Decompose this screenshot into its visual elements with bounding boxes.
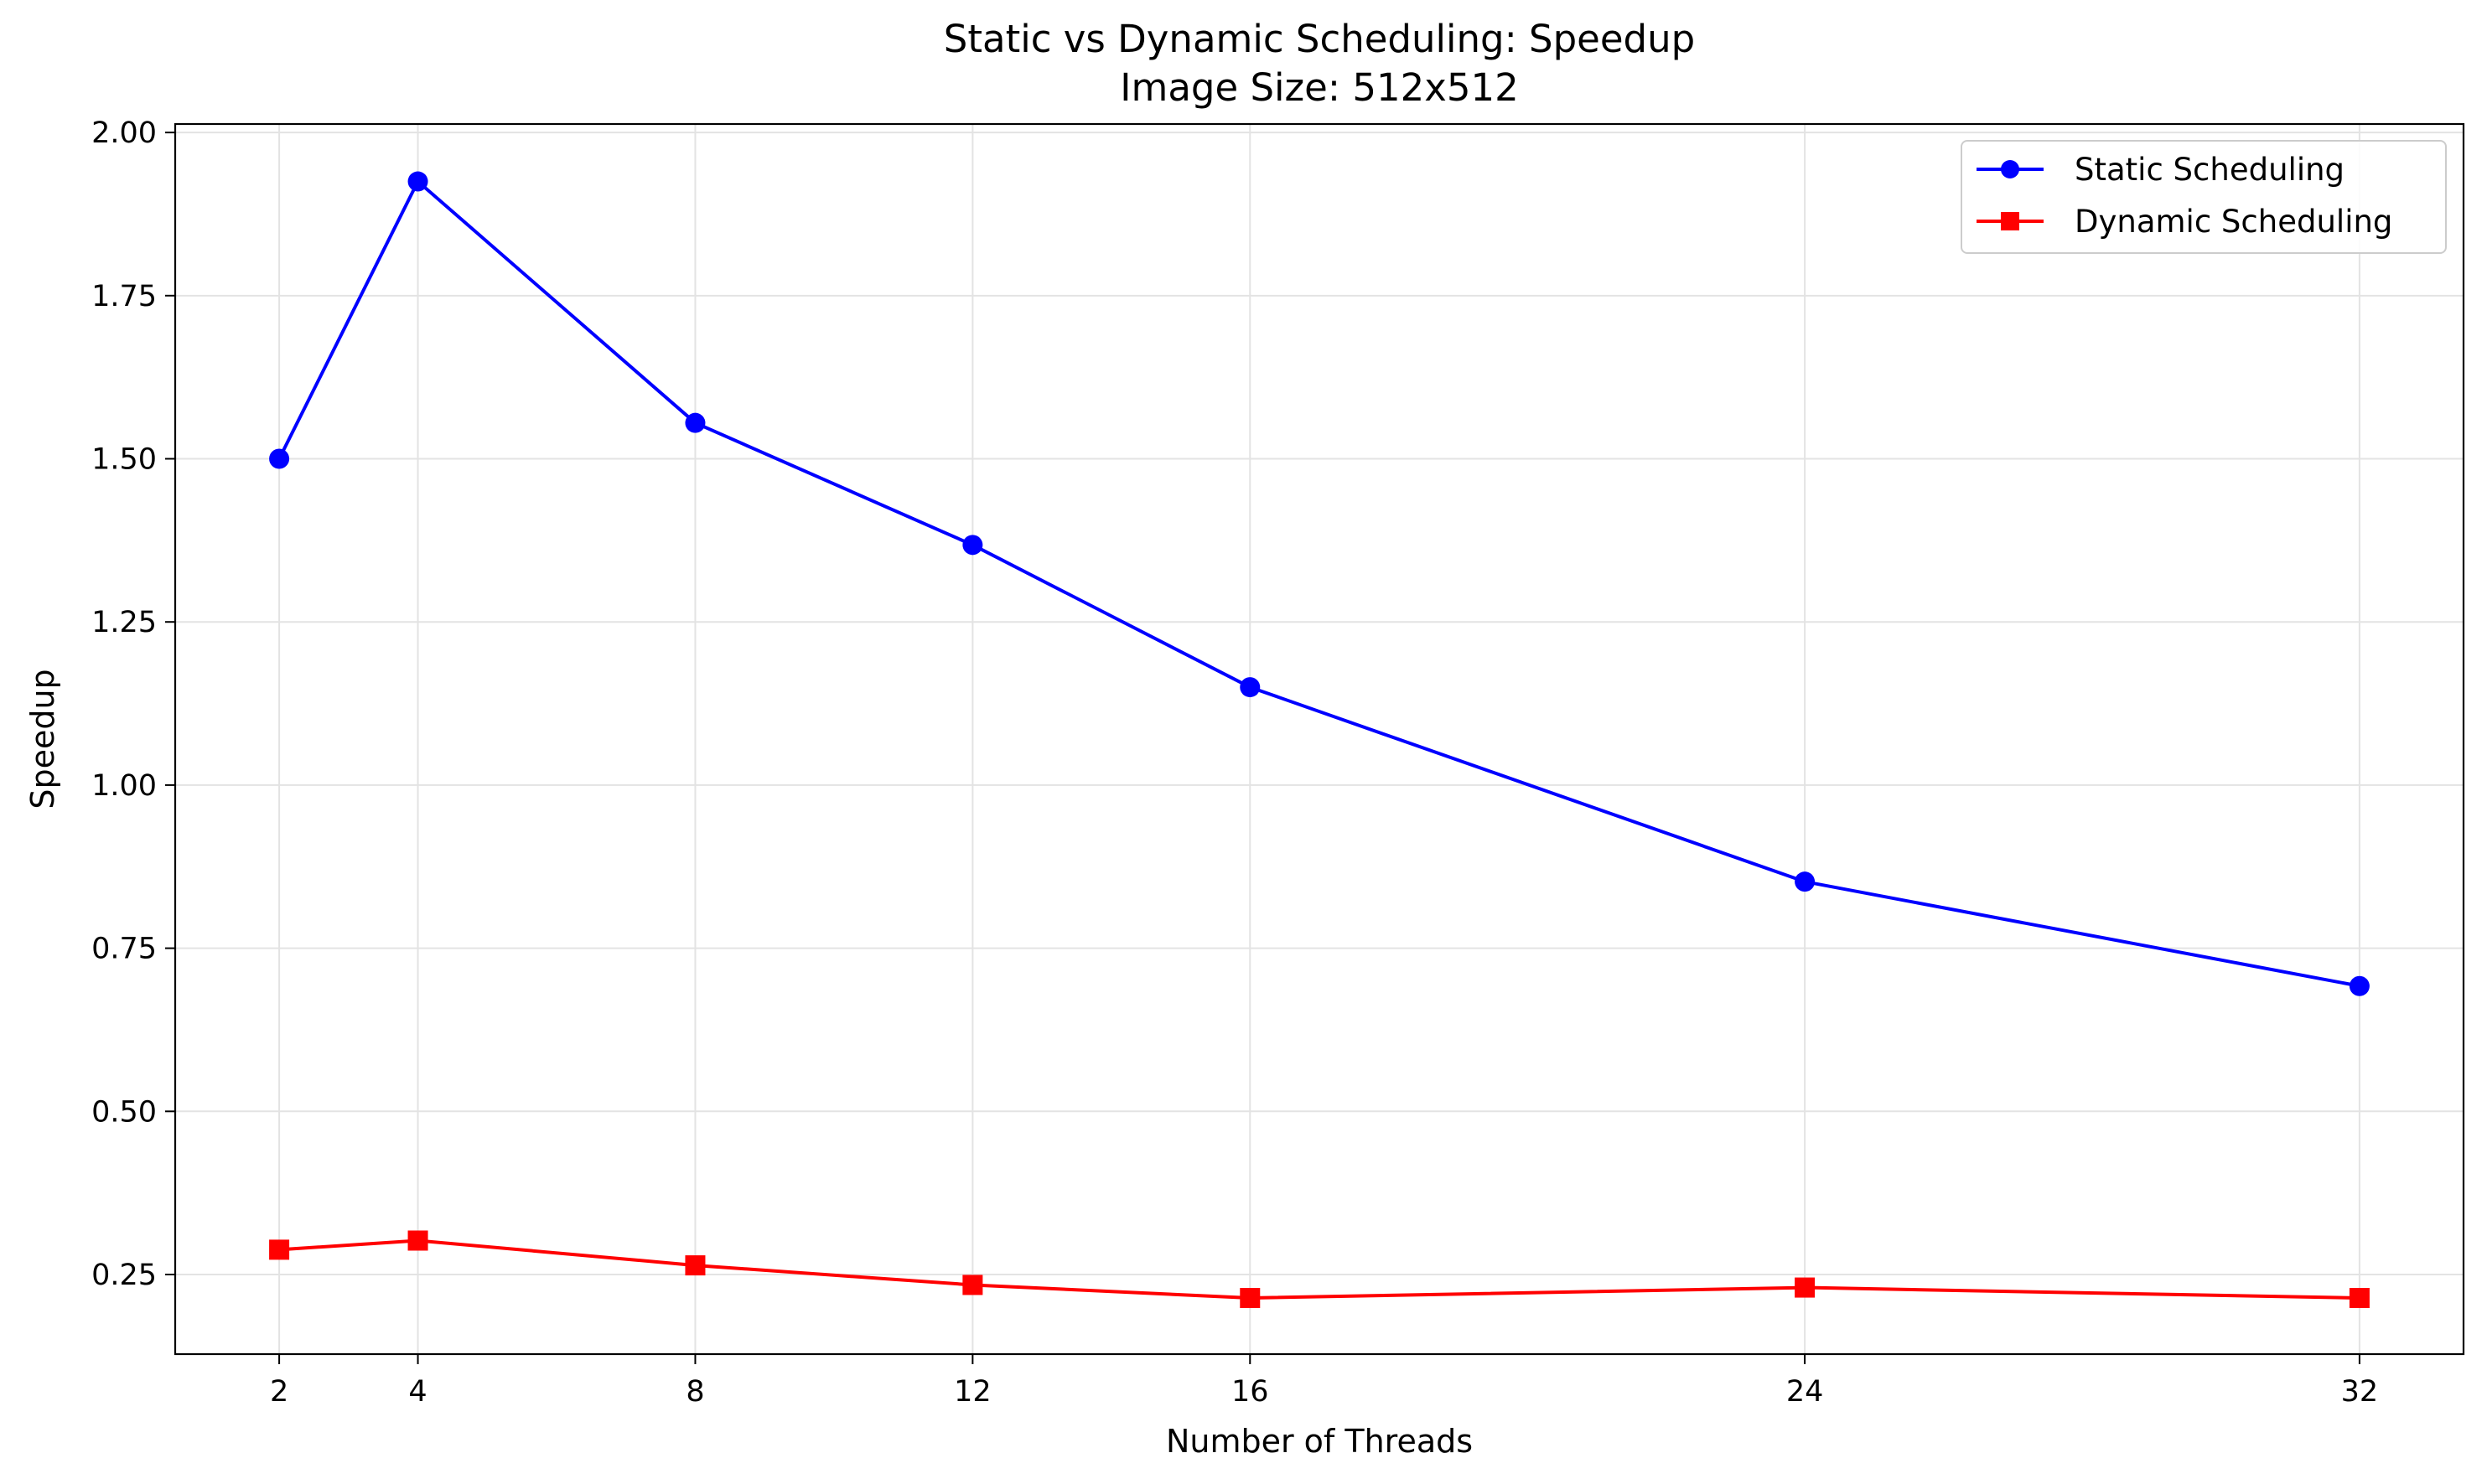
legend: Static Scheduling Dynamic Scheduling (1961, 140, 2447, 254)
data-point-dynamic (1240, 1288, 1261, 1309)
legend-marker-dynamic (2001, 212, 2019, 230)
data-point-static (1240, 677, 1261, 698)
data-point-dynamic (269, 1239, 290, 1260)
x-tick-label: 2 (270, 1375, 288, 1409)
y-tick-label: 1.25 (91, 606, 157, 639)
y-axis-label: Speedup (24, 669, 61, 809)
series (269, 171, 2370, 1309)
data-point-dynamic (685, 1255, 706, 1276)
series-static (269, 171, 2370, 996)
data-point-dynamic (962, 1275, 983, 1295)
y-tick-label: 1.00 (91, 769, 157, 803)
plot-frame (174, 122, 2465, 1356)
legend-marker-static (2001, 160, 2019, 178)
x-tick-label: 12 (954, 1375, 992, 1409)
series-dynamic (269, 1230, 2370, 1309)
y-tick-label: 1.50 (91, 443, 157, 477)
x-tick-label: 8 (686, 1375, 704, 1409)
legend-box (1961, 140, 2447, 254)
data-point-static (269, 448, 290, 469)
chart-title: Static vs Dynamic Scheduling: Speedup (944, 17, 1695, 61)
data-point-dynamic (407, 1230, 428, 1251)
x-tick-label: 4 (408, 1375, 427, 1409)
x-tick-label: 24 (1786, 1375, 1824, 1409)
x-axis-label: Number of Threads (1166, 1423, 1473, 1460)
y-tick-label: 2.00 (91, 116, 157, 150)
y-tick-label: 0.75 (91, 933, 157, 966)
x-tick-label: 16 (1231, 1375, 1269, 1409)
legend-label-static: Static Scheduling (2075, 152, 2345, 188)
data-point-static (685, 412, 706, 433)
data-point-static (407, 171, 428, 192)
data-point-dynamic (2349, 1288, 2370, 1309)
y-tick-label: 1.75 (91, 280, 157, 313)
legend-label-dynamic: Dynamic Scheduling (2075, 204, 2392, 240)
data-point-dynamic (1795, 1277, 1816, 1298)
data-point-static (2349, 975, 2370, 996)
chart-subtitle: Image Size: 512x512 (1120, 65, 1519, 110)
y-tick-label: 0.25 (91, 1259, 157, 1292)
data-point-static (1795, 871, 1816, 892)
x-tick-label: 32 (2341, 1375, 2379, 1409)
y-tick-label: 0.50 (91, 1095, 157, 1129)
data-point-static (962, 535, 983, 556)
axis-ticks: 2 4 8 12 16 24 320.250.500.751.001.251.501.752… (91, 116, 2378, 1409)
grid (175, 124, 2464, 1354)
